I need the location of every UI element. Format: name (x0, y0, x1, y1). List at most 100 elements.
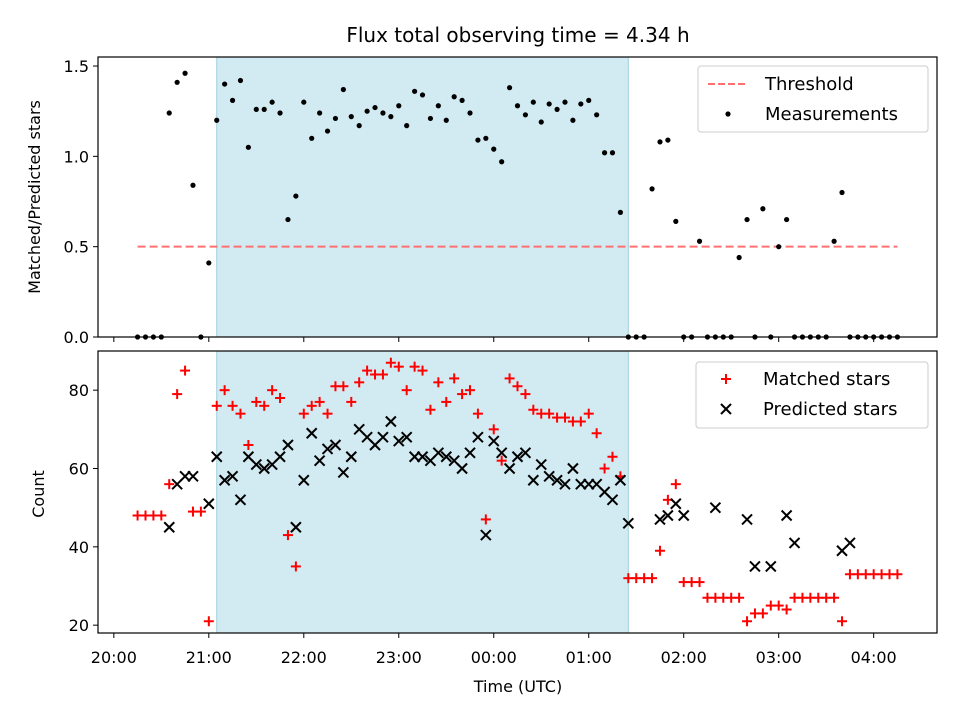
matched-point (449, 373, 460, 384)
legend-box (695, 361, 929, 429)
marker-stroke (662, 509, 674, 522)
matched-point (259, 400, 270, 411)
measurement-point (831, 238, 837, 244)
measurement-point (823, 334, 829, 340)
matched-point (282, 530, 293, 541)
x-tick-label: 23:00 (376, 648, 422, 667)
measurement-point (847, 334, 853, 340)
matched-point (441, 396, 452, 407)
measurement-point (522, 112, 529, 118)
y-tick-label: 60 (69, 460, 89, 479)
marker-stroke (187, 470, 199, 483)
predicted-point (329, 439, 342, 451)
measurement-point (451, 94, 457, 100)
measurement-point (419, 92, 426, 98)
predicted-point (456, 462, 468, 475)
measurement-point (886, 334, 893, 340)
axes-frame (97, 56, 938, 338)
measurement-point (760, 206, 766, 212)
matched-point (180, 365, 191, 376)
marker-stroke (234, 494, 247, 506)
legend-matched-swatch (721, 374, 731, 384)
predicted-point (290, 521, 302, 533)
matched-point (488, 424, 499, 435)
legend-box (697, 65, 929, 133)
measurement-point (720, 334, 726, 340)
bottom-x-axis-label: Time (UTC) (473, 677, 562, 696)
measurement-point (301, 99, 307, 105)
measurement-point (594, 112, 600, 118)
measurement-point (815, 334, 821, 340)
measurement-point (229, 97, 236, 103)
matched-point (457, 389, 468, 400)
measurement-point (142, 334, 149, 340)
measurement-point (863, 334, 869, 340)
measurement-point (744, 216, 750, 223)
matched-point (559, 412, 570, 423)
measurement-point (443, 117, 449, 123)
measurement-point (174, 79, 180, 85)
marker-stroke (432, 447, 445, 459)
marker-stroke (290, 521, 302, 533)
measurement-point (317, 110, 323, 116)
matched-point (654, 545, 665, 556)
marker-stroke (282, 439, 294, 451)
measurement-point (649, 186, 655, 192)
measurement-point (277, 110, 283, 116)
marker-stroke (258, 462, 270, 475)
marker-stroke (535, 458, 547, 471)
legend-measurements-label: Measurements (765, 104, 898, 125)
predicted-point (606, 494, 619, 506)
marker-stroke (598, 486, 611, 498)
measurement-point (625, 334, 631, 340)
marker-stroke (503, 462, 516, 475)
predicted-point (393, 435, 405, 447)
matched-point (164, 479, 175, 490)
measurement-point (546, 101, 552, 107)
predicted-point (480, 529, 492, 541)
y-tick-label: 1.0 (64, 147, 89, 166)
measurement-point (704, 334, 711, 340)
matched-point (354, 377, 365, 388)
measurement-point (134, 334, 141, 340)
measurement-point (894, 334, 901, 340)
measurement-point (586, 97, 592, 103)
predicted-point (282, 439, 294, 451)
measurement-point (538, 119, 544, 125)
predicted-point (844, 537, 856, 549)
marker-stroke (448, 454, 460, 467)
measurement-point (245, 144, 251, 150)
predicted-point (385, 415, 397, 428)
predicted-point (535, 458, 547, 471)
marker-stroke (670, 498, 682, 510)
matched-point (433, 377, 444, 388)
matched-point (512, 381, 523, 392)
matched-point (892, 569, 903, 580)
top-y-axis-label: Matched/Predicted stars (25, 100, 44, 294)
marker-stroke (559, 478, 571, 490)
predicted-point (614, 474, 627, 486)
predicted-point (416, 451, 429, 463)
x-tick-label: 00:00 (471, 648, 517, 667)
matched-point (409, 361, 420, 372)
measurement-point (871, 334, 877, 340)
marker-stroke (218, 474, 231, 486)
x-tick-label: 01:00 (566, 648, 612, 667)
predicted-point (298, 474, 310, 486)
predicted-point (258, 462, 270, 475)
measurement-point (791, 334, 798, 340)
measurement-point (348, 114, 354, 120)
matched-point (670, 479, 681, 490)
matched-point (156, 510, 167, 521)
measurement-point (412, 88, 418, 94)
measurement-point (166, 110, 172, 116)
marker-stroke (385, 415, 397, 428)
matched-point (465, 385, 476, 396)
matched-point (647, 573, 658, 584)
matched-point (417, 365, 428, 376)
predicted-point (226, 470, 239, 483)
matched-point (504, 373, 515, 384)
predicted-point (551, 474, 563, 486)
measurement-point (475, 137, 481, 143)
